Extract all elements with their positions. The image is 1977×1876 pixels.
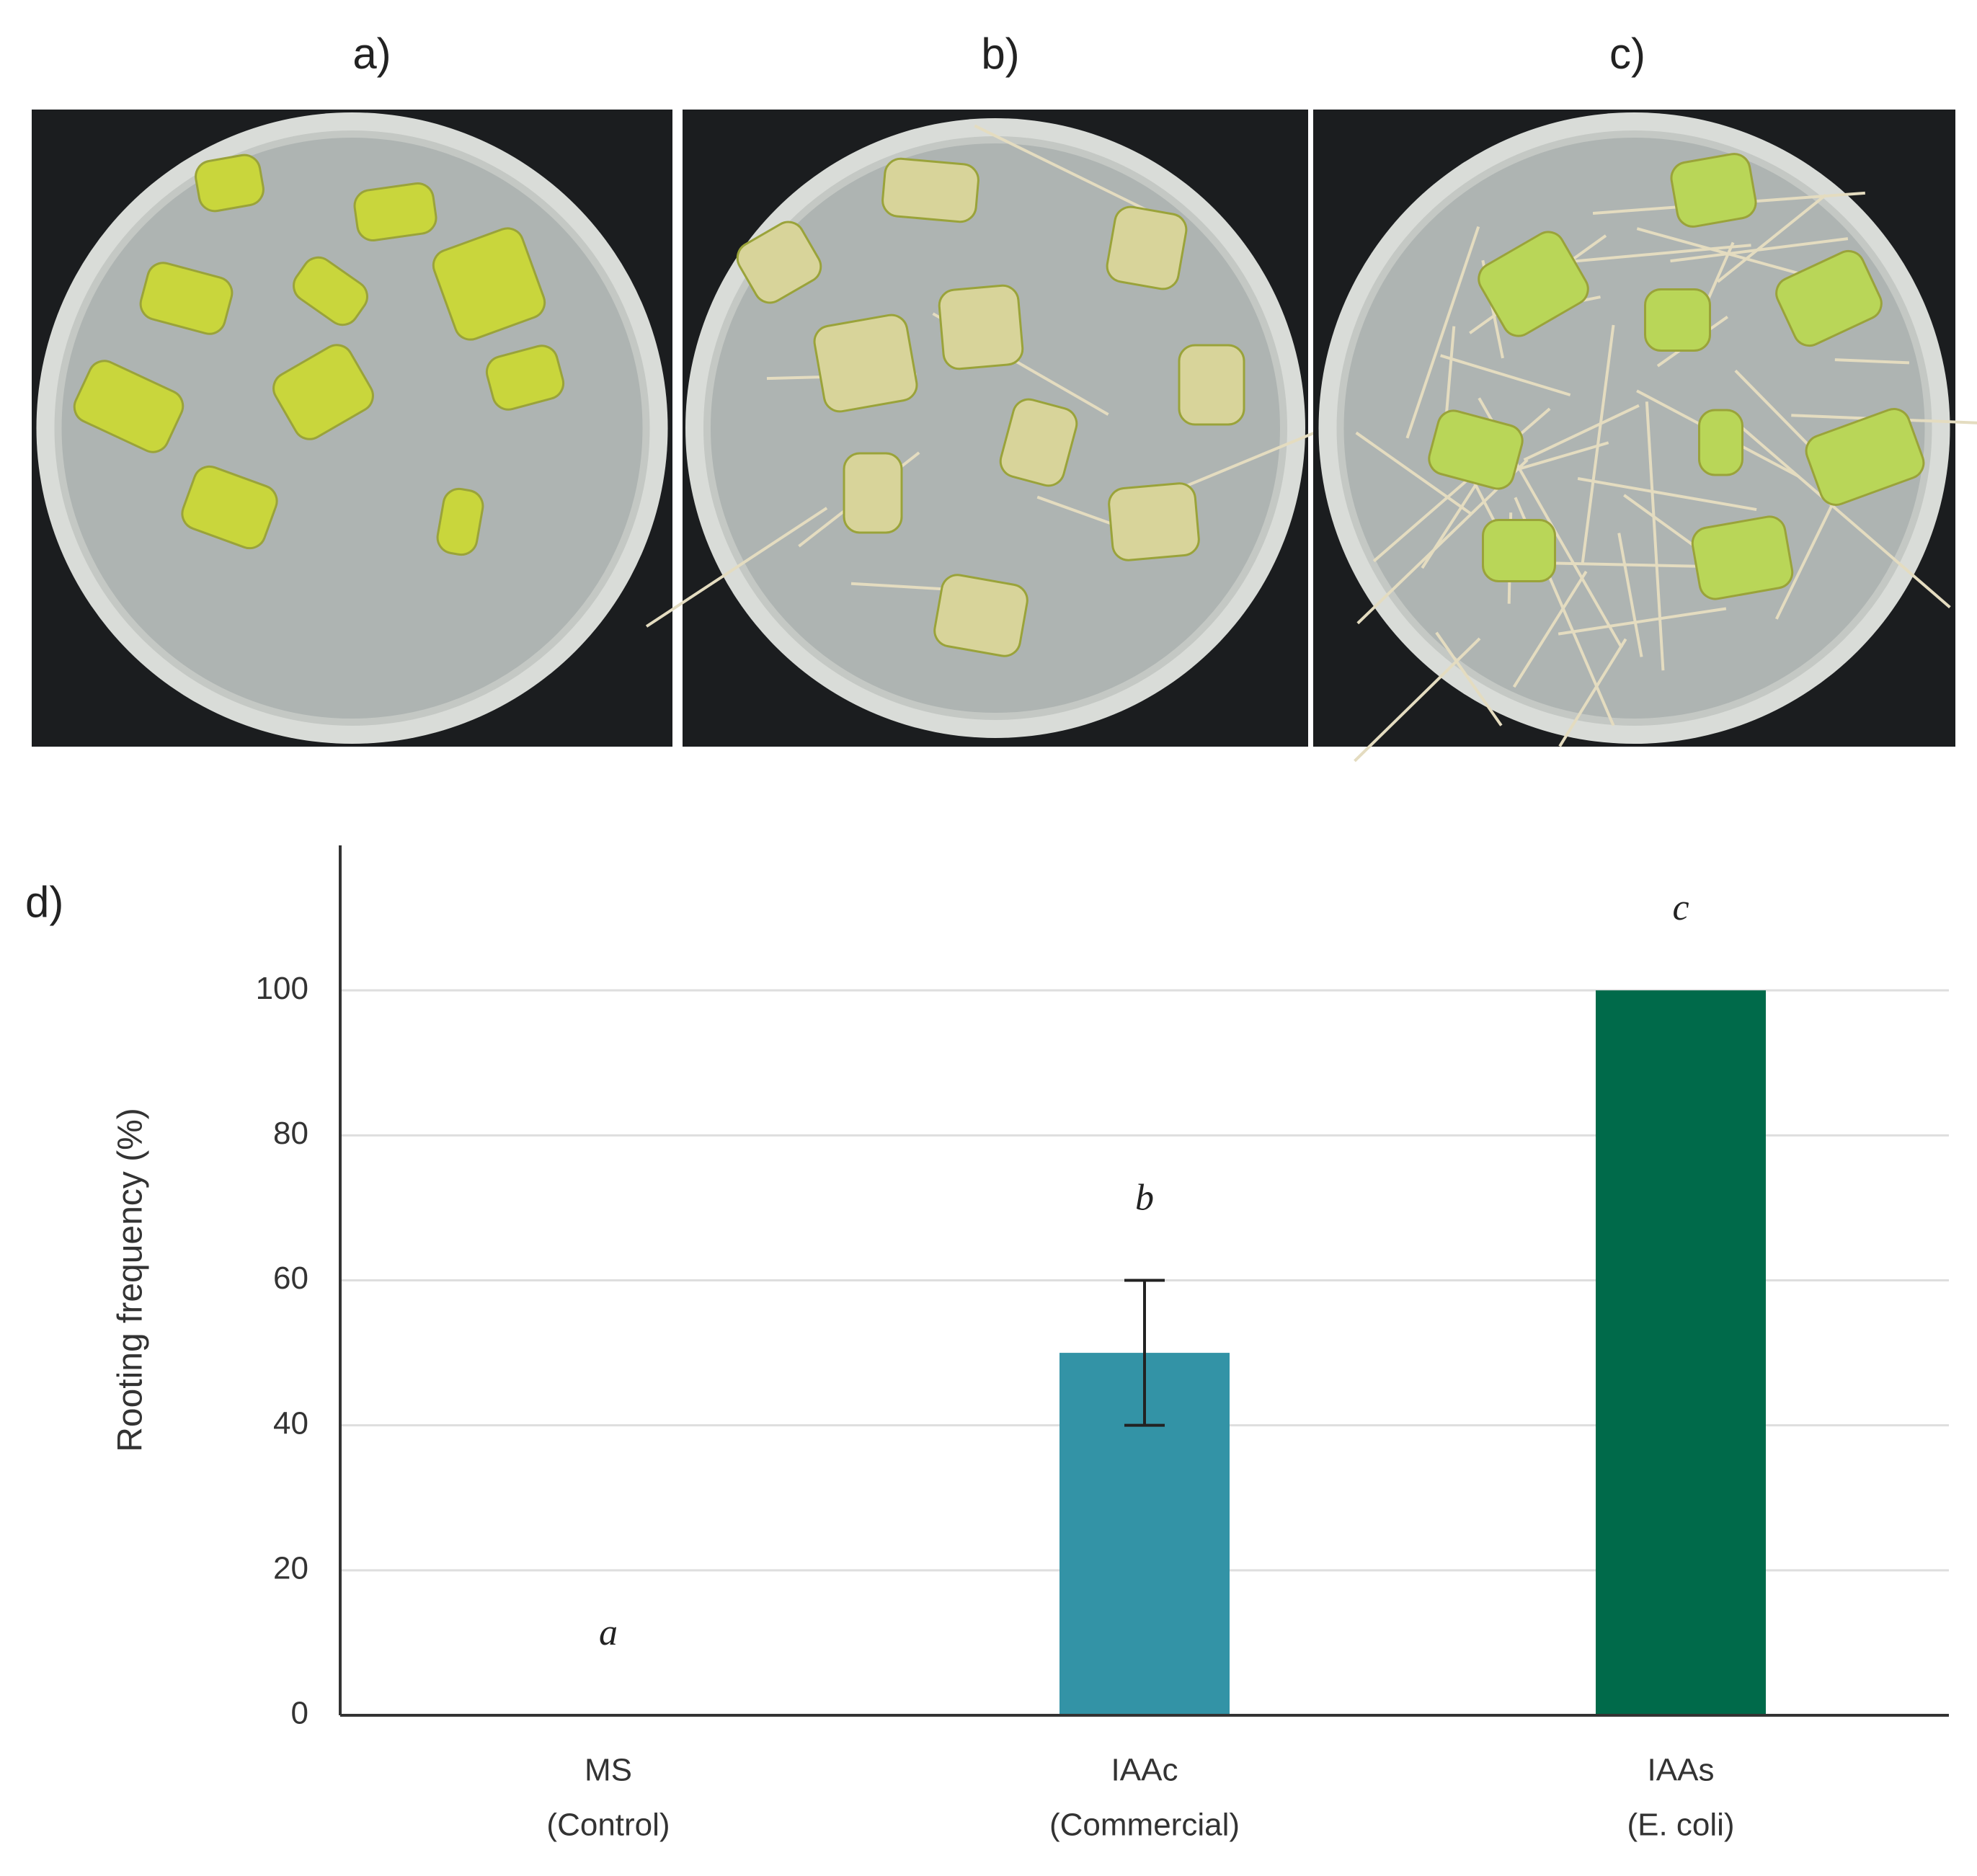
root — [1645, 401, 1665, 671]
root — [1581, 324, 1615, 565]
leaf — [1698, 409, 1743, 476]
leaf — [938, 284, 1024, 370]
leaf — [1478, 231, 1589, 337]
leaf — [1178, 344, 1245, 426]
y-tick-label: 80 — [273, 1116, 308, 1151]
root — [645, 507, 828, 628]
leaf — [436, 487, 484, 556]
leaf — [485, 344, 565, 411]
photo-label: a) — [352, 30, 391, 78]
root — [1509, 441, 1609, 474]
root — [1791, 414, 1977, 424]
x-tick-label: IAAs — [1648, 1753, 1715, 1788]
leaf — [139, 262, 234, 335]
y-axis-label: Rooting frequency (%) — [112, 1108, 150, 1452]
root — [1623, 494, 1694, 547]
x-tick-label: IAAc — [1111, 1753, 1178, 1788]
leaf — [843, 452, 903, 534]
leaf — [432, 227, 546, 341]
x-tick-label: (E. coli) — [1627, 1808, 1734, 1843]
root — [1355, 431, 1472, 515]
leaf — [1428, 409, 1524, 490]
leaf — [1805, 408, 1925, 506]
leaf — [999, 398, 1078, 487]
leaf — [1108, 482, 1200, 561]
root — [1834, 358, 1910, 365]
leaf — [353, 182, 437, 241]
leaf — [293, 256, 368, 326]
x-tick-label: (Commercial) — [1049, 1808, 1240, 1843]
root — [1405, 226, 1480, 439]
root — [1435, 631, 1503, 726]
photo — [32, 110, 672, 747]
root — [1670, 237, 1849, 263]
panel-label: d) — [25, 878, 63, 926]
x-tick-label: (Control) — [546, 1808, 670, 1843]
photo — [645, 110, 1349, 747]
root — [974, 124, 1173, 224]
leaf — [1691, 515, 1794, 600]
photo — [1313, 110, 1977, 763]
significance-letter: b — [1135, 1177, 1154, 1218]
leaf — [73, 360, 185, 453]
leaf — [1482, 519, 1556, 582]
leaf — [272, 344, 374, 440]
leaf — [1775, 249, 1883, 347]
root — [1440, 354, 1571, 396]
root — [1558, 607, 1727, 636]
root — [1558, 638, 1627, 747]
root — [1774, 494, 1839, 620]
significance-letter: c — [1672, 887, 1689, 928]
root — [1354, 637, 1481, 763]
leaf — [1106, 205, 1188, 290]
root — [1739, 425, 1951, 609]
photo-label: c) — [1609, 30, 1645, 78]
root — [1577, 477, 1757, 512]
root — [1523, 404, 1640, 461]
bar — [1596, 990, 1766, 1715]
y-tick-label: 20 — [273, 1550, 308, 1586]
y-tick-label: 60 — [273, 1261, 308, 1296]
leaf — [1644, 288, 1711, 352]
leaf — [813, 314, 918, 413]
leaf — [933, 574, 1029, 657]
x-tick-label: MS — [585, 1753, 632, 1788]
leaf — [181, 465, 278, 550]
root — [1512, 570, 1588, 688]
root — [1717, 193, 1827, 283]
leaf — [736, 221, 822, 304]
photo-label: b) — [981, 30, 1019, 78]
leaf — [881, 157, 979, 223]
significance-letter: a — [599, 1612, 618, 1653]
y-tick-label: 40 — [273, 1405, 308, 1441]
leaf — [1670, 153, 1757, 228]
y-tick-label: 100 — [256, 971, 308, 1006]
y-tick-label: 0 — [291, 1696, 308, 1731]
leaf — [195, 154, 265, 213]
root — [1617, 533, 1643, 657]
